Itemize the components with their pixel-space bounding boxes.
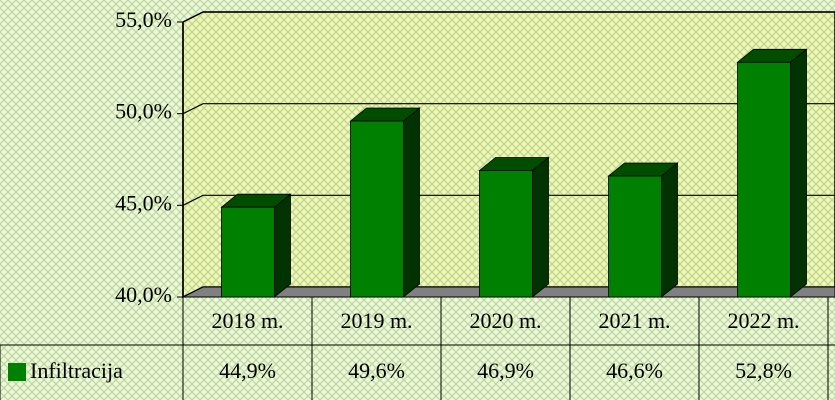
x-tick-label: 2019 m.	[340, 308, 412, 333]
grid-line	[182, 11, 835, 23]
y-tick-label: 40,0%	[115, 282, 172, 307]
bar	[479, 170, 533, 298]
bar-side	[532, 156, 549, 298]
bar	[608, 175, 662, 298]
x-tick-label: 2022 m.	[727, 308, 799, 333]
bar-side	[661, 162, 678, 298]
value-label: 52,8%	[735, 358, 792, 383]
data-table	[0, 297, 835, 400]
value-label: 46,6%	[606, 358, 663, 383]
y-tick-label: 55,0%	[115, 7, 172, 32]
bar	[350, 120, 404, 298]
bar-side	[274, 193, 291, 298]
value-label: 44,9%	[219, 358, 276, 383]
value-label: 46,9%	[477, 358, 534, 383]
legend-label: Infiltracija	[30, 358, 123, 383]
bar-side	[403, 107, 420, 298]
x-tick-label: 2020 m.	[469, 308, 541, 333]
value-label: 49,6%	[348, 358, 405, 383]
x-tick-label: 2021 m.	[598, 308, 670, 333]
y-tick-label: 50,0%	[115, 99, 172, 124]
legend-key	[8, 363, 26, 381]
y-tick-label: 45,0%	[115, 190, 172, 215]
bar	[221, 206, 275, 298]
bar	[737, 61, 791, 298]
x-tick-label: 2018 m.	[211, 308, 283, 333]
bar-side	[790, 48, 807, 298]
grid-line	[182, 103, 835, 115]
